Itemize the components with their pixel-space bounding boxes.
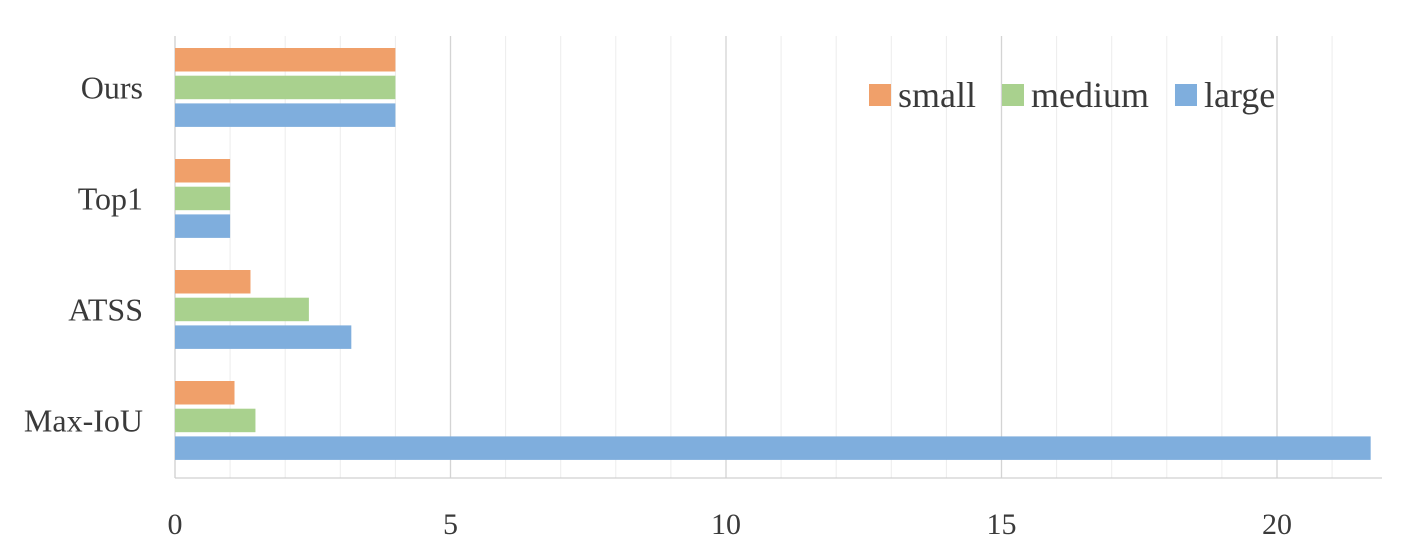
bar-atss-small (175, 270, 251, 294)
bar-max-iou-small (175, 381, 235, 405)
bar-atss-large (175, 325, 352, 349)
category-label: Ours (81, 69, 143, 105)
bars (175, 48, 1371, 460)
x-tick-labels: 0 5 10 15 20 (168, 508, 1293, 541)
legend: small medium large (869, 75, 1275, 115)
x-tick-label: 5 (443, 508, 458, 541)
bar-ours-large (175, 103, 396, 127)
bar-top1-small (175, 159, 231, 183)
x-tick-label: 20 (1262, 508, 1292, 541)
bar-top1-medium (175, 186, 231, 211)
gridlines (174, 36, 1382, 479)
legend-label-large: large (1204, 75, 1275, 115)
legend-swatch-medium (1002, 84, 1024, 106)
bar-ours-small (175, 48, 396, 72)
category-labels: Ours Top1 ATSS Max-IoU (24, 69, 143, 438)
legend-label-medium: medium (1031, 75, 1149, 115)
x-tick-label: 15 (987, 508, 1017, 541)
category-label: ATSS (68, 291, 143, 327)
legend-swatch-small (869, 84, 891, 106)
bar-max-iou-medium (175, 408, 256, 433)
category-label: Max-IoU (24, 402, 143, 438)
x-tick-label: 10 (711, 508, 741, 541)
x-tick-label: 0 (168, 508, 183, 541)
bar-atss-medium (175, 297, 309, 322)
legend-swatch-large (1174, 84, 1197, 106)
bar-max-iou-large (175, 436, 1371, 460)
bar-top1-large (175, 214, 231, 238)
legend-label-small: small (898, 75, 976, 115)
bar-ours-medium (175, 75, 396, 100)
category-label: Top1 (78, 180, 143, 216)
